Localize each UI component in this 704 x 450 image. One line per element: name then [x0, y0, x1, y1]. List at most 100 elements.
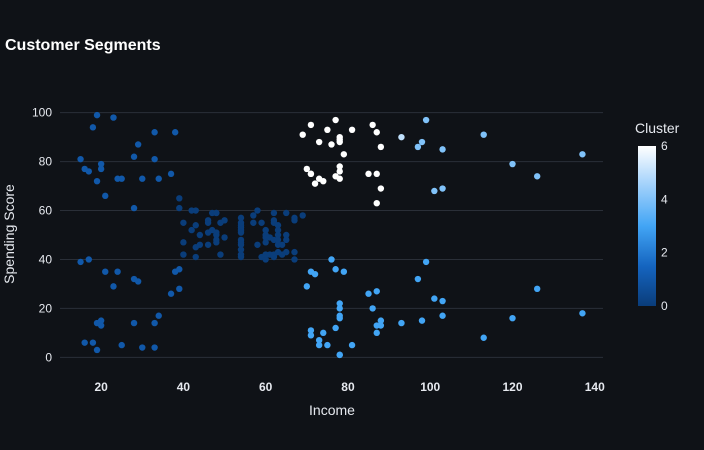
data-point[interactable] — [97, 317, 105, 324]
data-point[interactable] — [89, 339, 97, 346]
data-point[interactable] — [369, 121, 376, 129]
data-point[interactable] — [167, 290, 175, 297]
data-point[interactable] — [291, 256, 298, 263]
data-point[interactable] — [418, 317, 426, 324]
data-point[interactable] — [213, 231, 220, 239]
data-point[interactable] — [283, 209, 290, 217]
data-point[interactable] — [439, 312, 446, 319]
data-point[interactable] — [196, 241, 204, 248]
data-point[interactable] — [254, 241, 261, 248]
data-point[interactable] — [336, 168, 343, 175]
data-point[interactable] — [262, 256, 269, 263]
data-point[interactable] — [303, 165, 311, 173]
data-point[interactable] — [324, 341, 331, 349]
data-point[interactable] — [221, 217, 228, 224]
data-point[interactable] — [237, 219, 245, 226]
data-point[interactable] — [89, 124, 97, 131]
data-point[interactable] — [299, 131, 306, 138]
data-point[interactable] — [134, 278, 142, 285]
data-point[interactable] — [237, 214, 245, 222]
data-point[interactable] — [102, 192, 109, 200]
data-point[interactable] — [340, 151, 348, 158]
data-point[interactable] — [262, 239, 269, 246]
data-point[interactable] — [250, 212, 257, 219]
data-point[interactable] — [398, 133, 405, 141]
data-point[interactable] — [422, 258, 430, 266]
data-point[interactable] — [340, 268, 348, 275]
data-point[interactable] — [93, 346, 101, 354]
data-point[interactable] — [533, 285, 541, 293]
data-point[interactable] — [85, 256, 92, 263]
data-point[interactable] — [291, 217, 298, 224]
data-point[interactable] — [151, 344, 158, 351]
data-point[interactable] — [299, 212, 306, 219]
data-point[interactable] — [315, 138, 323, 146]
data-point[interactable] — [237, 241, 245, 248]
data-point[interactable] — [217, 251, 224, 258]
data-point[interactable] — [480, 131, 487, 138]
data-point[interactable] — [118, 341, 125, 349]
data-point[interactable] — [283, 231, 290, 239]
data-point[interactable] — [336, 175, 343, 182]
data-point[interactable] — [81, 339, 88, 346]
data-point[interactable] — [155, 312, 162, 319]
data-point[interactable] — [377, 317, 385, 324]
data-point[interactable] — [118, 175, 125, 182]
data-point[interactable] — [130, 153, 138, 160]
data-point[interactable] — [579, 151, 586, 158]
data-point[interactable] — [250, 219, 257, 226]
data-point[interactable] — [422, 116, 430, 124]
data-point[interactable] — [418, 138, 426, 146]
data-point[interactable] — [398, 319, 405, 327]
data-point[interactable] — [373, 329, 380, 337]
data-point[interactable] — [274, 226, 282, 234]
data-point[interactable] — [315, 336, 323, 344]
data-point[interactable] — [204, 241, 212, 248]
data-point[interactable] — [176, 285, 183, 293]
data-point[interactable] — [237, 253, 245, 261]
data-point[interactable] — [102, 268, 109, 275]
data-point[interactable] — [369, 305, 376, 312]
data-point[interactable] — [414, 143, 422, 151]
data-point[interactable] — [114, 268, 121, 275]
data-point[interactable] — [480, 334, 487, 341]
data-point[interactable] — [176, 204, 183, 212]
data-point[interactable] — [414, 275, 422, 283]
data-point[interactable] — [377, 322, 385, 329]
data-point[interactable] — [85, 168, 92, 175]
data-point[interactable] — [192, 222, 199, 229]
data-point[interactable] — [97, 322, 105, 329]
data-point[interactable] — [221, 234, 228, 241]
data-point[interactable] — [348, 341, 356, 349]
data-point[interactable] — [348, 126, 356, 134]
data-point[interactable] — [254, 207, 261, 214]
data-point[interactable] — [151, 129, 158, 136]
data-point[interactable] — [579, 310, 586, 317]
data-point[interactable] — [377, 143, 385, 151]
data-point[interactable] — [274, 231, 282, 239]
data-point[interactable] — [373, 288, 380, 295]
data-point[interactable] — [204, 219, 212, 226]
data-point[interactable] — [93, 177, 101, 185]
data-point[interactable] — [509, 314, 516, 322]
data-point[interactable] — [307, 121, 315, 129]
data-point[interactable] — [97, 160, 105, 168]
data-point[interactable] — [180, 239, 187, 246]
data-point[interactable] — [155, 175, 162, 182]
data-point[interactable] — [110, 283, 117, 290]
data-point[interactable] — [336, 136, 343, 143]
data-point[interactable] — [303, 283, 311, 290]
data-point[interactable] — [283, 248, 290, 256]
data-point[interactable] — [262, 226, 269, 234]
data-point[interactable] — [315, 341, 323, 349]
data-point[interactable] — [328, 141, 335, 148]
data-point[interactable] — [439, 146, 446, 153]
data-point[interactable] — [130, 319, 138, 327]
data-point[interactable] — [270, 217, 278, 224]
data-point[interactable] — [439, 185, 446, 192]
data-point[interactable] — [167, 170, 175, 178]
data-point[interactable] — [180, 251, 187, 258]
data-point[interactable] — [213, 239, 220, 246]
data-point[interactable] — [320, 177, 327, 185]
data-point[interactable] — [373, 199, 380, 207]
